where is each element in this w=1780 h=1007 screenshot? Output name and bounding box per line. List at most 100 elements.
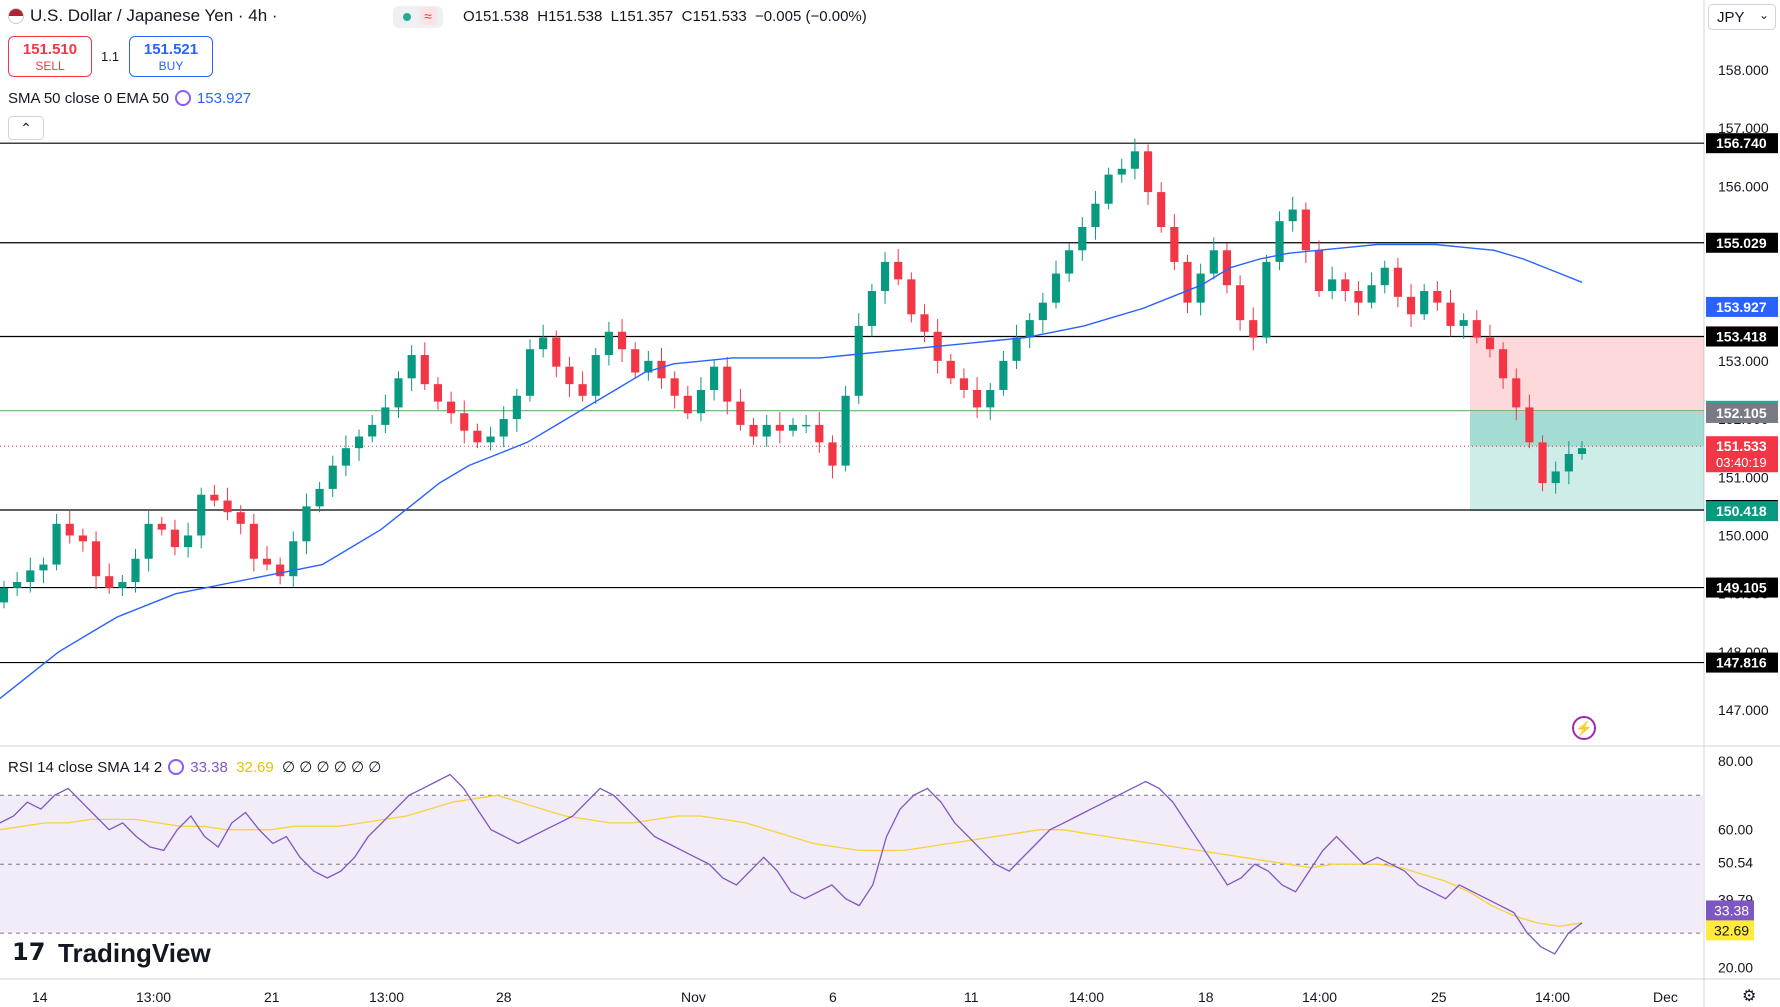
price-level-label: 149.105 xyxy=(1716,580,1767,596)
candle-body xyxy=(1222,250,1232,286)
cycle-icon[interactable] xyxy=(168,759,185,775)
price-level-badge xyxy=(1706,296,1778,317)
candle-body xyxy=(683,395,692,414)
candle-body xyxy=(249,523,258,559)
open-label: O xyxy=(463,8,475,25)
candle-body xyxy=(1288,209,1297,222)
close-value: 151.533 xyxy=(692,8,747,25)
rsi-empty-values: ∅ ∅ ∅ ∅ ∅ ∅ xyxy=(282,759,382,776)
price-level-label: 151.533 xyxy=(1716,438,1767,454)
candle-body xyxy=(880,261,890,292)
change-value: −0.005 (−0.00%) xyxy=(755,8,867,25)
candle-body xyxy=(828,442,837,466)
candle-body xyxy=(144,523,153,559)
time-axis-label: 14:00 xyxy=(1302,989,1337,1005)
candle-body xyxy=(210,494,219,501)
candle-body xyxy=(1538,442,1547,484)
low-value: 151.357 xyxy=(619,8,674,25)
candle-body xyxy=(1012,337,1021,361)
take-profit-zone xyxy=(1470,412,1704,512)
lightning-icon[interactable]: ⚡ xyxy=(1572,716,1596,740)
candle-body xyxy=(302,506,311,542)
candle-body xyxy=(1328,279,1337,292)
wave-icon: ≈ xyxy=(419,7,437,25)
high-label: H xyxy=(537,8,549,25)
usd-flag-icon xyxy=(8,8,24,24)
candle-body xyxy=(118,582,127,588)
tradingview-logo-icon: 𝟭𝟳 xyxy=(12,939,46,966)
sma-ema-legend[interactable]: SMA 50 close 0 EMA 50 153.927 xyxy=(8,90,251,107)
collapse-legend-button[interactable]: ⌃ xyxy=(8,116,44,140)
candle-body xyxy=(657,360,666,379)
candle-body xyxy=(1393,267,1402,297)
candle-body xyxy=(197,494,206,536)
candle-body xyxy=(815,424,824,443)
candle-body xyxy=(499,419,508,437)
candle-body xyxy=(894,261,903,280)
price-level-label: 153.927 xyxy=(1716,299,1767,315)
price-level-label: 153.418 xyxy=(1716,329,1767,345)
rsi-legend[interactable]: RSI 14 close SMA 14 2 33.38 32.69 ∅ ∅ ∅ ∅… xyxy=(8,758,381,776)
sell-button[interactable]: 151.510 SELL xyxy=(8,36,92,77)
rsi-tick-label: 80.00 xyxy=(1718,753,1753,769)
rsi-value: 33.38 xyxy=(190,759,228,776)
rsi-value-badge xyxy=(1706,900,1754,921)
chevron-down-icon: ⌄ xyxy=(1758,8,1769,22)
settings-icon[interactable]: ⚙ xyxy=(1742,988,1757,1005)
candle-body xyxy=(1078,226,1087,251)
time-axis-label: 11 xyxy=(964,989,979,1005)
sma-ema-label: SMA 50 close 0 EMA 50 xyxy=(8,90,169,107)
rsi-label: RSI 14 close SMA 14 2 xyxy=(8,759,163,776)
candle-body xyxy=(1183,261,1192,303)
candle-body xyxy=(52,523,61,565)
currency-value: JPY xyxy=(1717,9,1745,26)
candle-body xyxy=(762,424,771,437)
candle-body xyxy=(315,488,324,507)
buy-price: 151.521 xyxy=(143,41,199,58)
price-tick-label: 158.000 xyxy=(1718,62,1769,78)
candle-body xyxy=(170,529,180,548)
spread-value: 1.1 xyxy=(101,49,120,64)
price-level-badge xyxy=(1706,133,1778,154)
time-axis-label: 18 xyxy=(1198,989,1214,1005)
candle-body xyxy=(696,389,706,414)
candle-body xyxy=(78,535,87,542)
candle-body xyxy=(368,424,377,437)
candle-body xyxy=(1577,448,1587,454)
candle-body xyxy=(802,424,811,427)
symbol-title[interactable]: U.S. Dollar / Japanese Yen · 4h · xyxy=(30,6,278,25)
time-axis-label: 6 xyxy=(829,989,837,1005)
open-pnl-zone xyxy=(1470,411,1704,447)
candle-body xyxy=(710,366,719,390)
candle-body xyxy=(1236,285,1245,321)
buy-button[interactable]: 151.521 BUY xyxy=(129,36,213,77)
market-status-badge[interactable]: ≈ xyxy=(393,6,443,28)
candle-body xyxy=(236,512,245,524)
candle-body xyxy=(1459,320,1468,326)
price-level-badge xyxy=(1706,232,1778,253)
candle-body xyxy=(1262,261,1271,338)
candle-body xyxy=(1485,337,1495,350)
candle-body xyxy=(407,355,416,379)
sell-label: SELL xyxy=(35,59,65,73)
candle-body xyxy=(973,389,982,408)
candle-body xyxy=(486,436,495,443)
sell-price: 151.510 xyxy=(22,41,78,58)
candle-body xyxy=(736,401,745,425)
candle-body xyxy=(65,523,74,536)
stop-loss-zone xyxy=(1470,336,1704,413)
time-axis-label: 25 xyxy=(1431,989,1447,1005)
cycle-icon[interactable] xyxy=(174,90,191,106)
currency-select[interactable]: JPY ⌄ xyxy=(1708,4,1776,30)
open-value: 151.538 xyxy=(474,8,529,25)
candle-body xyxy=(1038,302,1047,321)
time-axis-label: Dec xyxy=(1653,989,1678,1005)
candle-body xyxy=(525,349,535,396)
price-level-badge xyxy=(1706,501,1778,522)
candle-body xyxy=(604,331,613,356)
candle-body xyxy=(578,384,587,396)
candle-body xyxy=(1433,291,1442,303)
candle-body xyxy=(1091,203,1100,227)
price-tick-label: 150.000 xyxy=(1718,527,1769,543)
